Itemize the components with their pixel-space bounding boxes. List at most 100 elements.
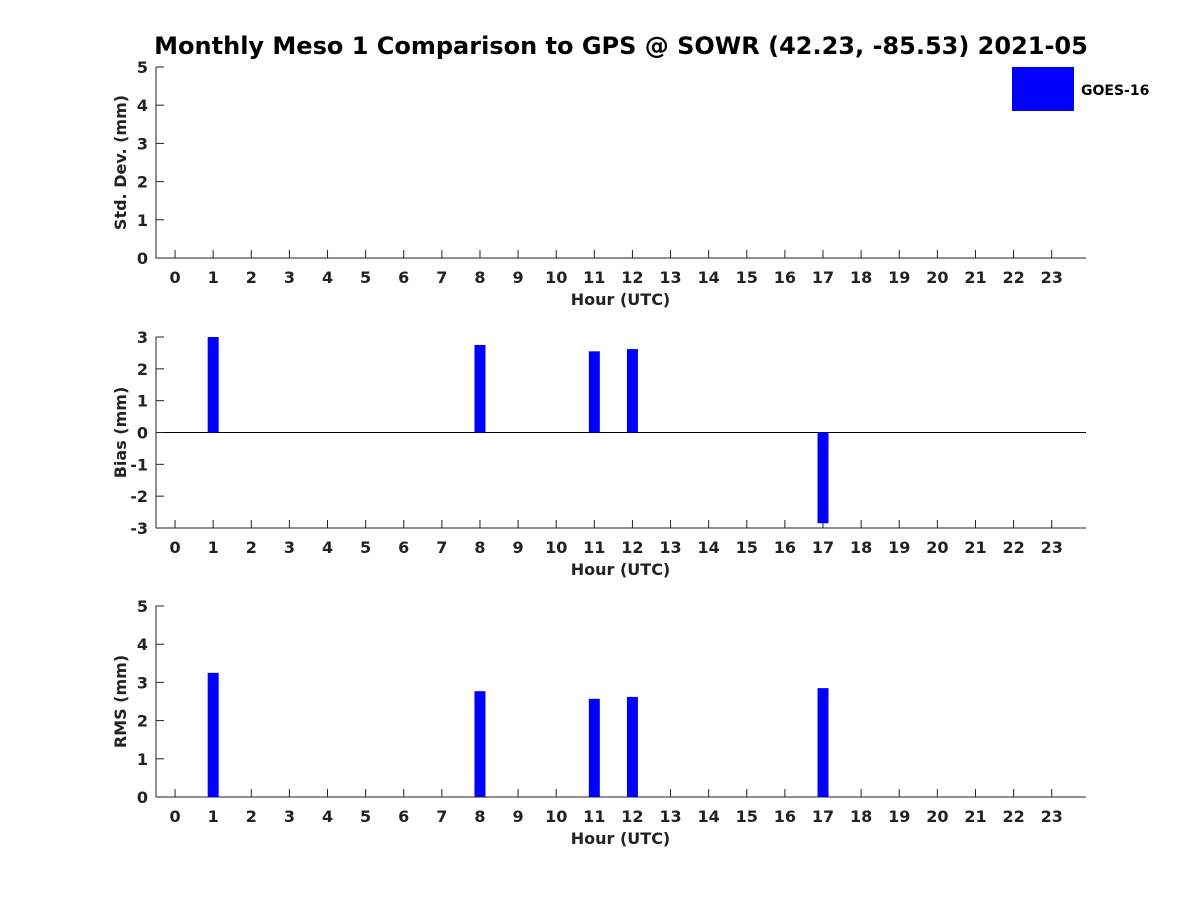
ytick-label-rms: 5 bbox=[137, 597, 148, 616]
xtick-label-std: 22 bbox=[1002, 268, 1024, 287]
xtick-label-bias: 5 bbox=[360, 538, 371, 557]
bar-bias-hour-17 bbox=[817, 432, 829, 524]
xtick-label-std: 7 bbox=[436, 268, 447, 287]
bar-bias-hour-12 bbox=[626, 349, 638, 433]
xtick-label-rms: 4 bbox=[322, 807, 333, 826]
xtick-label-std: 13 bbox=[659, 268, 681, 287]
xtick-label-std: 11 bbox=[583, 268, 605, 287]
xtick-label-std: 21 bbox=[964, 268, 986, 287]
xtick-label-bias: 20 bbox=[926, 538, 948, 557]
xtick-label-std: 3 bbox=[284, 268, 295, 287]
xtick-label-bias: 23 bbox=[1041, 538, 1063, 557]
xtick-label-std: 18 bbox=[850, 268, 872, 287]
bar-rms-hour-17 bbox=[817, 688, 829, 797]
xtick-label-bias: 21 bbox=[964, 538, 986, 557]
xtick-label-bias: 19 bbox=[888, 538, 910, 557]
xtick-label-rms: 23 bbox=[1041, 807, 1063, 826]
xtick-label-std: 19 bbox=[888, 268, 910, 287]
xtick-label-rms: 7 bbox=[436, 807, 447, 826]
xtick-label-rms: 11 bbox=[583, 807, 605, 826]
xtick-label-rms: 14 bbox=[698, 807, 720, 826]
xtick-label-bias: 14 bbox=[698, 538, 720, 557]
xtick-label-bias: 13 bbox=[659, 538, 681, 557]
legend-label-goes-16: GOES-16 bbox=[1081, 83, 1149, 99]
xtick-label-std: 0 bbox=[169, 268, 180, 287]
xtick-label-std: 10 bbox=[545, 268, 567, 287]
xtick-label-rms: 9 bbox=[513, 807, 524, 826]
xtick-label-bias: 3 bbox=[284, 538, 295, 557]
ytick-label-bias: -2 bbox=[130, 487, 148, 506]
xtick-label-rms: 0 bbox=[169, 807, 180, 826]
bar-rms-hour-1 bbox=[207, 672, 219, 797]
ytick-label-bias: 3 bbox=[137, 328, 148, 347]
bar-bias-hour-1 bbox=[207, 337, 219, 433]
xlabel-rms: Hour (UTC) bbox=[571, 829, 671, 848]
legend-swatch-goes-16 bbox=[1012, 67, 1074, 111]
xtick-label-bias: 18 bbox=[850, 538, 872, 557]
ytick-label-rms: 0 bbox=[137, 788, 148, 807]
ytick-label-bias: -3 bbox=[130, 519, 148, 538]
xtick-label-bias: 0 bbox=[169, 538, 180, 557]
bar-rms-hour-8 bbox=[474, 691, 486, 797]
xtick-label-bias: 11 bbox=[583, 538, 605, 557]
bar-bias-hour-11 bbox=[588, 351, 600, 433]
xtick-label-rms: 15 bbox=[736, 807, 758, 826]
ylabel-std: Std. Dev. (mm) bbox=[111, 95, 130, 230]
ytick-label-rms: 4 bbox=[137, 635, 148, 654]
xtick-label-rms: 12 bbox=[621, 807, 643, 826]
xtick-label-std: 16 bbox=[774, 268, 796, 287]
legend: GOES-16 bbox=[1012, 67, 1149, 111]
xtick-label-bias: 1 bbox=[208, 538, 219, 557]
xtick-label-bias: 4 bbox=[322, 538, 333, 557]
xtick-label-std: 9 bbox=[513, 268, 524, 287]
ytick-label-std: 0 bbox=[137, 249, 148, 268]
xtick-label-rms: 5 bbox=[360, 807, 371, 826]
xtick-label-bias: 16 bbox=[774, 538, 796, 557]
xtick-label-rms: 20 bbox=[926, 807, 948, 826]
axes-std bbox=[155, 67, 1086, 259]
xtick-label-rms: 1 bbox=[208, 807, 219, 826]
xtick-label-std: 17 bbox=[812, 268, 834, 287]
xtick-label-bias: 6 bbox=[398, 538, 409, 557]
xtick-label-rms: 3 bbox=[284, 807, 295, 826]
xtick-label-rms: 8 bbox=[474, 807, 485, 826]
ytick-label-std: 4 bbox=[137, 96, 148, 115]
xtick-label-bias: 8 bbox=[474, 538, 485, 557]
ytick-label-rms: 2 bbox=[137, 712, 148, 731]
ylabel-bias: Bias (mm) bbox=[111, 387, 130, 479]
xtick-label-rms: 13 bbox=[659, 807, 681, 826]
chart-title: Monthly Meso 1 Comparison to GPS @ SOWR … bbox=[154, 32, 1088, 60]
ytick-label-std: 5 bbox=[137, 58, 148, 77]
xtick-label-std: 23 bbox=[1041, 268, 1063, 287]
xtick-label-rms: 19 bbox=[888, 807, 910, 826]
bar-rms-hour-11 bbox=[588, 698, 600, 797]
bar-bias-hour-8 bbox=[474, 344, 486, 433]
xtick-label-bias: 2 bbox=[246, 538, 257, 557]
ytick-label-bias: 2 bbox=[137, 360, 148, 379]
bar-rms-hour-12 bbox=[626, 696, 638, 797]
ytick-label-std: 2 bbox=[137, 173, 148, 192]
xtick-label-rms: 21 bbox=[964, 807, 986, 826]
xtick-label-rms: 22 bbox=[1002, 807, 1024, 826]
xtick-label-bias: 17 bbox=[812, 538, 834, 557]
ytick-label-std: 1 bbox=[137, 211, 148, 230]
xtick-label-std: 2 bbox=[246, 268, 257, 287]
ytick-label-rms: 1 bbox=[137, 750, 148, 769]
ytick-label-std: 3 bbox=[137, 134, 148, 153]
xlabel-std: Hour (UTC) bbox=[571, 290, 671, 309]
xtick-label-rms: 2 bbox=[246, 807, 257, 826]
xtick-label-std: 1 bbox=[208, 268, 219, 287]
xtick-label-std: 8 bbox=[474, 268, 485, 287]
xtick-label-bias: 7 bbox=[436, 538, 447, 557]
xtick-label-bias: 9 bbox=[513, 538, 524, 557]
xtick-label-std: 5 bbox=[360, 268, 371, 287]
xtick-label-bias: 10 bbox=[545, 538, 567, 557]
ytick-label-bias: -1 bbox=[130, 455, 148, 474]
xtick-label-rms: 6 bbox=[398, 807, 409, 826]
xtick-label-std: 15 bbox=[736, 268, 758, 287]
xtick-label-std: 14 bbox=[698, 268, 720, 287]
xtick-label-std: 4 bbox=[322, 268, 333, 287]
